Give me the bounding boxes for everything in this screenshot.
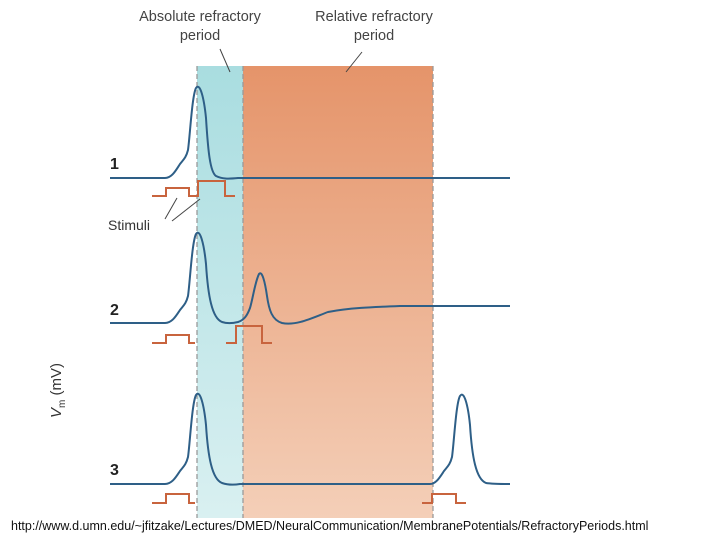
y-axis-label: Vm (mV) (48, 363, 68, 418)
stimuli-pointer-a (164, 197, 178, 220)
trace-3-stimulus-b (422, 493, 466, 504)
trace-3-stimulus-a (152, 493, 195, 504)
stimuli-pointer-b (171, 198, 201, 222)
absolute-label-leader (219, 48, 231, 73)
trace-1-membrane-potential (110, 85, 510, 180)
trace-2-stimulus-b (226, 325, 272, 344)
trace-1-stimulus-a (152, 187, 193, 197)
stimuli-label: Stimuli (108, 217, 151, 233)
absolute-refractory-label: Absolute refractory period (139, 9, 261, 44)
absolute-refractory-band (197, 66, 243, 518)
trace-1-stimulus-b (193, 180, 235, 197)
trace-3-membrane-potential (110, 392, 511, 486)
trace-3-number: 3 (110, 462, 119, 479)
trace-2-membrane-potential (110, 231, 510, 325)
relative-refractory-band (243, 66, 433, 518)
trace-1-number: 1 (110, 156, 119, 173)
trace-2-stimulus-a (152, 334, 195, 344)
source-url[interactable]: http://www.d.umn.edu/~jfitzake/Lectures/… (11, 519, 649, 533)
y-axis-symbol: V (48, 407, 65, 418)
y-axis-unit: (mV) (48, 362, 65, 396)
trace-2-number: 2 (110, 302, 119, 319)
relative-label-leader (345, 51, 363, 73)
relative-refractory-label: Relative refractory period (315, 9, 433, 44)
y-axis-subscript: m (57, 399, 68, 408)
